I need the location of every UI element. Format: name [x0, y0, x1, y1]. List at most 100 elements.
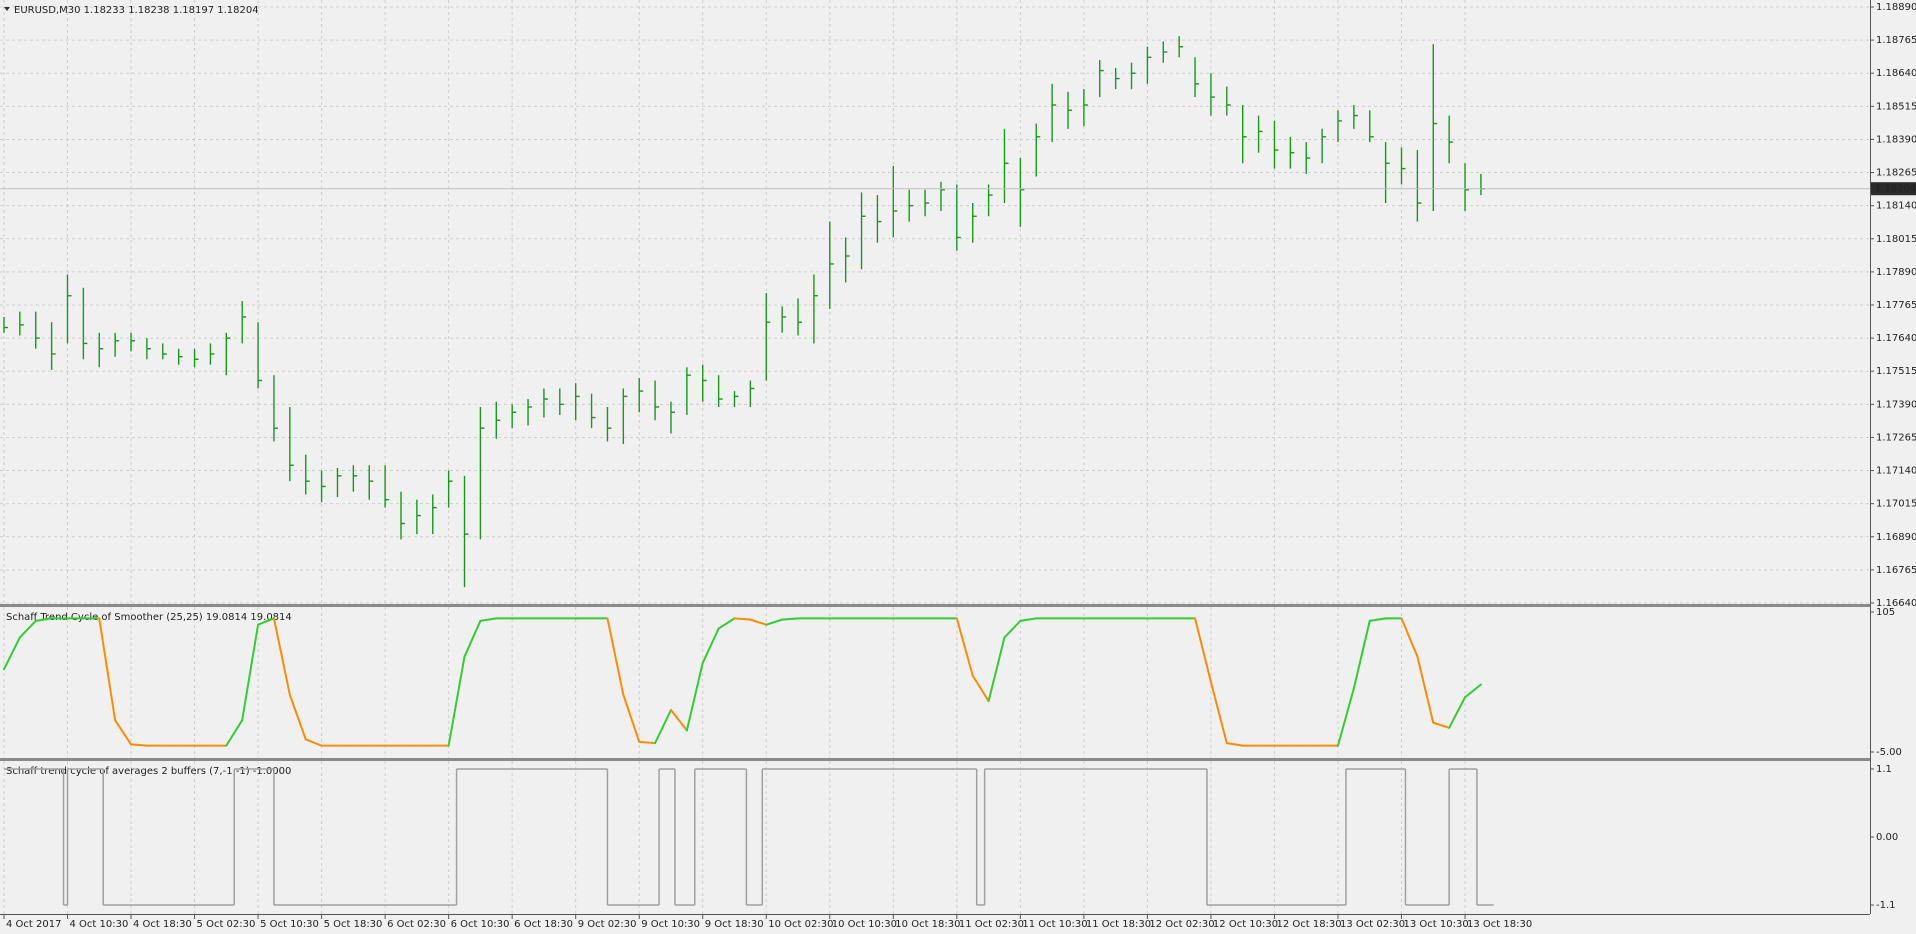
indicator-segment	[241, 623, 260, 722]
x-tick-label: 11 Oct 10:30	[1022, 919, 1087, 930]
panel-title: Schaff trend cycle of averages 2 buffers…	[6, 766, 291, 777]
y-tick-label: 1.17640	[1876, 333, 1916, 344]
x-tick-label: 6 Oct 02:30	[387, 919, 446, 930]
y-tick-label: 105	[1876, 607, 1895, 618]
x-tick-label: 12 Oct 18:30	[1276, 919, 1341, 930]
x-tick-label: 4 Oct 10:30	[69, 919, 128, 930]
x-tick-label: 13 Oct 10:30	[1404, 919, 1469, 930]
x-tick-label: 5 Oct 02:30	[197, 919, 256, 930]
indicator-segment	[225, 719, 244, 747]
panel-separator	[0, 758, 1870, 761]
indicator-segment	[971, 674, 990, 703]
indicator-segment	[2, 636, 21, 671]
x-tick-label: 10 Oct 02:30	[768, 919, 833, 930]
indicator-segment	[1225, 742, 1244, 747]
panel-title: EURUSD,M30 1.18233 1.18238 1.18197 1.182…	[14, 5, 259, 16]
x-tick-label: 10 Oct 18:30	[895, 919, 960, 930]
last-price-label: 1.18204	[1875, 184, 1916, 195]
indicator-segment	[98, 617, 117, 722]
y-tick-label: 1.17890	[1876, 267, 1916, 278]
indicator-segment	[18, 619, 37, 639]
x-tick-label: 9 Oct 02:30	[578, 919, 637, 930]
indicator-segment	[987, 636, 1006, 703]
x-tick-label: 6 Oct 18:30	[514, 919, 573, 930]
x-tick-label: 4 Oct 2017	[6, 919, 61, 930]
indicator-segment	[1464, 683, 1482, 699]
collapse-arrow[interactable]	[4, 7, 10, 11]
y-tick-label: 1.18890	[1876, 2, 1916, 13]
indicator-segment	[1432, 721, 1451, 729]
y-tick-label: -1.1	[1876, 900, 1896, 911]
indicator-segment	[685, 661, 704, 732]
x-tick-label: 5 Oct 10:30	[260, 919, 319, 930]
indicator-segment	[654, 709, 672, 745]
x-tick-label: 13 Oct 18:30	[1467, 919, 1532, 930]
y-tick-label: -5.00	[1876, 747, 1902, 758]
y-tick-label: 1.18515	[1876, 101, 1916, 112]
indicator-segment	[1336, 687, 1355, 747]
x-tick-label: 11 Oct 18:30	[1086, 919, 1151, 930]
y-tick-label: 1.18765	[1876, 35, 1916, 46]
y-tick-label: 1.16890	[1876, 532, 1916, 543]
indicator-segment	[1209, 681, 1228, 745]
x-tick-label: 10 Oct 10:30	[832, 919, 897, 930]
y-tick-label: 1.17390	[1876, 399, 1916, 410]
y-tick-label: 1.17515	[1876, 366, 1916, 377]
indicator-segment	[130, 743, 148, 747]
y-tick-label: 0.00	[1876, 832, 1898, 843]
indicator-segment	[114, 719, 133, 746]
x-tick-label: 12 Oct 10:30	[1213, 919, 1278, 930]
x-tick-label: 9 Oct 18:30	[705, 919, 764, 930]
indicator-segment	[606, 617, 625, 696]
indicator-segment	[1416, 655, 1435, 724]
indicator-segment	[781, 617, 800, 621]
indicator-segment	[1368, 617, 1387, 622]
indicator-segment	[1019, 617, 1038, 622]
indicator-segment	[34, 617, 53, 622]
y-tick-label: 1.17015	[1876, 499, 1916, 510]
indicator-segment	[463, 619, 482, 658]
panel-title: Schaff Trend Cycle of Smoother (25,25) 1…	[6, 612, 292, 623]
y-tick-label: 1.17140	[1876, 466, 1916, 477]
indicator-segment	[288, 693, 307, 741]
indicator-segment	[765, 618, 784, 626]
indicator-segment	[955, 617, 974, 677]
indicator-segment	[749, 618, 768, 626]
y-tick-label: 1.1	[1876, 764, 1892, 775]
indicator-segment	[1352, 619, 1371, 690]
x-tick-label: 13 Oct 02:30	[1340, 919, 1405, 930]
indicator-segment	[1003, 619, 1022, 639]
indicator-segment	[701, 627, 720, 664]
x-tick-label: 11 Oct 02:30	[959, 919, 1024, 930]
x-tick-label: 4 Oct 18:30	[133, 919, 192, 930]
x-tick-label: 6 Oct 10:30	[451, 919, 510, 930]
indicator-segment	[447, 655, 466, 747]
y-tick-label: 1.18140	[1876, 201, 1916, 212]
y-tick-label: 1.17265	[1876, 432, 1916, 443]
indicator-segment	[717, 617, 736, 630]
indicator-segment	[1194, 617, 1212, 683]
y-tick-label: 1.18265	[1876, 168, 1916, 179]
y-tick-label: 1.16640	[1876, 598, 1916, 609]
x-tick-label: 12 Oct 02:30	[1149, 919, 1214, 930]
indicator-segment	[669, 709, 688, 732]
indicator-segment	[257, 617, 275, 626]
indicator-segment	[638, 740, 657, 745]
y-tick-label: 1.18390	[1876, 134, 1916, 145]
indicator-segment	[733, 617, 752, 621]
indicator-segment	[479, 617, 498, 622]
x-tick-label: 9 Oct 10:30	[641, 919, 700, 930]
indicator-segment	[1448, 696, 1467, 729]
y-tick-label: 1.16765	[1876, 565, 1916, 576]
x-tick-label: 5 Oct 18:30	[324, 919, 383, 930]
indicator-segment	[272, 617, 291, 696]
indicator-segment	[304, 738, 323, 747]
indicator-segment	[1400, 617, 1419, 658]
y-tick-label: 1.18640	[1876, 68, 1916, 79]
indicator-segment	[622, 693, 641, 743]
panel-separator	[0, 604, 1870, 607]
